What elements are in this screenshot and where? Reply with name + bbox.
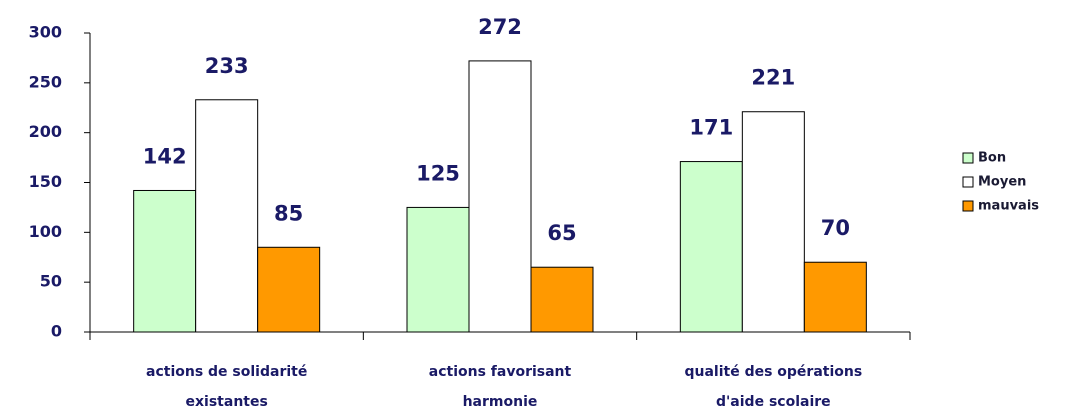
bar	[133, 189, 197, 333]
x-tick-label: qualité des opérations	[684, 364, 862, 380]
y-tick-label: 150	[29, 172, 62, 191]
value-label: 233	[205, 54, 249, 78]
legend-label: mauvais	[978, 199, 1039, 214]
y-tick-label: 50	[40, 272, 62, 291]
value-label: 221	[751, 66, 795, 90]
value-label: 272	[478, 15, 522, 39]
value-label: 85	[274, 201, 303, 225]
bar	[195, 99, 259, 333]
x-tick-label: harmonie	[463, 394, 538, 410]
x-tick-label: actions favorisant	[429, 364, 572, 380]
bar	[679, 161, 743, 333]
legend-swatch	[962, 176, 974, 188]
bar	[530, 266, 594, 333]
bar	[468, 60, 532, 333]
y-tick-label: 300	[29, 23, 62, 42]
y-tick-label: 0	[51, 322, 62, 341]
legend-swatch	[962, 152, 974, 164]
value-label: 171	[689, 116, 733, 140]
legend-label: Bon	[978, 151, 1006, 166]
value-label: 125	[416, 161, 460, 185]
bar	[406, 206, 470, 333]
bar	[803, 261, 867, 333]
legend-label: Moyen	[978, 175, 1026, 190]
y-tick-label: 200	[29, 122, 62, 141]
bar	[257, 246, 321, 333]
value-label: 70	[821, 216, 850, 240]
value-label: 142	[143, 144, 187, 168]
y-tick-label: 250	[29, 72, 62, 91]
y-tick-label: 100	[29, 222, 62, 241]
x-tick-label: d'aide scolaire	[716, 394, 831, 410]
bar	[741, 111, 805, 333]
value-label: 65	[547, 221, 576, 245]
x-tick-label: actions de solidarité	[146, 364, 307, 380]
x-tick-label: existantes	[186, 394, 268, 410]
legend-swatch	[962, 200, 974, 212]
